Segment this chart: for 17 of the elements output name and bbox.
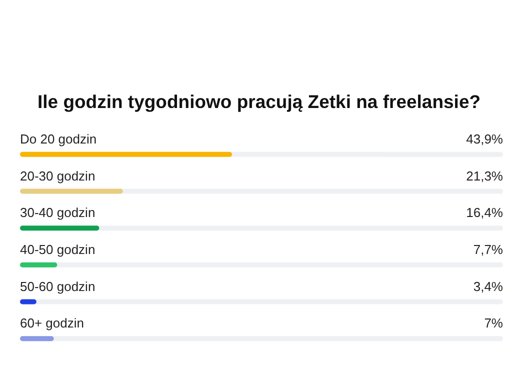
bar	[20, 336, 54, 342]
data-label: 43,9%	[466, 131, 504, 146]
chart-title: Ile godzin tygodniowo pracują Zetki na freelansie?	[37, 91, 481, 112]
y-tick-label: 50-60 godzin	[20, 278, 96, 294]
y-tick-label: 40-50 godzin	[20, 242, 96, 257]
data-label: 7%	[484, 316, 504, 331]
y-tick-label: 20-30 godzin	[20, 168, 96, 184]
data-label: 7,7%	[473, 242, 504, 257]
y-tick-label: Do 20 godzin	[20, 131, 97, 146]
bar	[20, 262, 58, 268]
bar	[20, 226, 100, 231]
bar	[20, 188, 123, 194]
data-label: 16,4%	[466, 205, 504, 220]
data-label: 21,3%	[466, 168, 504, 184]
y-tick-label: 30-40 godzin	[20, 205, 96, 220]
y-tick-label: 60+ godzin	[20, 316, 84, 331]
data-label: 3,4%	[473, 278, 504, 294]
